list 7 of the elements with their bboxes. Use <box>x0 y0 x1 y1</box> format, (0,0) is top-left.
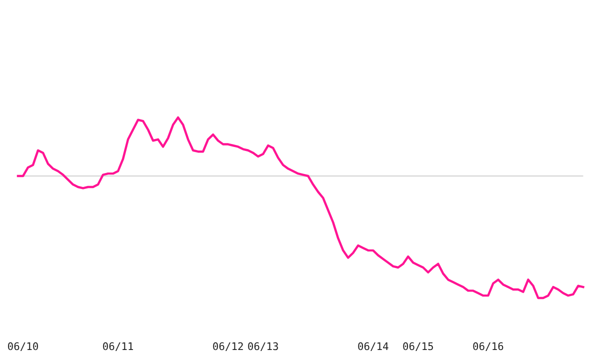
x-tick-label: 06/12 <box>213 342 243 351</box>
x-tick-label: 06/11 <box>103 342 134 351</box>
x-tick-label: 06/15 <box>403 342 433 351</box>
x-tick-label: 06/13 <box>248 342 278 351</box>
x-tick-label: 06/10 <box>8 342 38 351</box>
x-tick-label: 06/14 <box>358 342 388 351</box>
x-tick-label: 06/16 <box>473 342 504 351</box>
